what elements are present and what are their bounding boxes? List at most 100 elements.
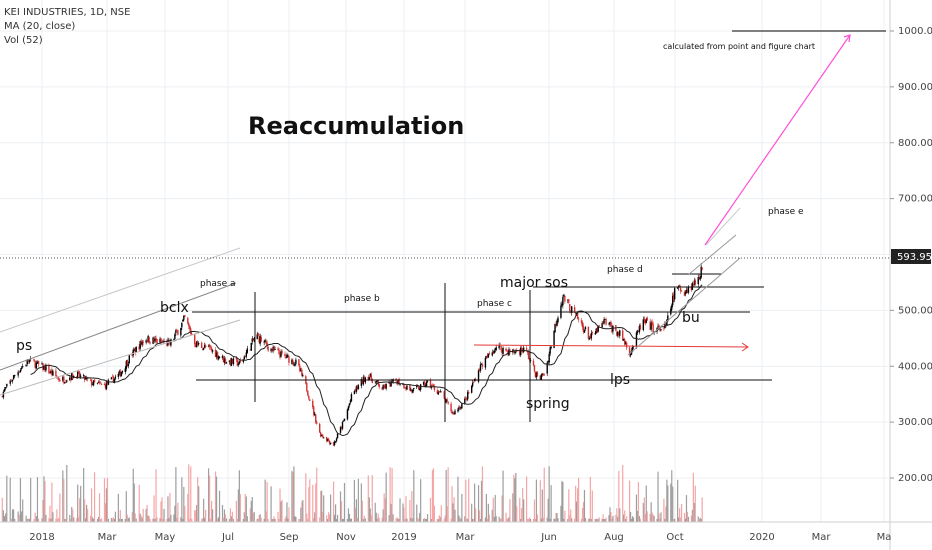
candle-body <box>550 346 552 349</box>
volume-bar <box>603 518 605 522</box>
volume-bar <box>521 508 523 522</box>
volume-bar <box>174 505 176 522</box>
volume-bar <box>426 514 429 522</box>
volume-bar <box>342 518 345 522</box>
volume-bar <box>340 501 343 522</box>
volume-bar <box>203 498 205 522</box>
volume-bar <box>37 518 40 522</box>
volume-bar <box>160 501 162 522</box>
candle-body <box>480 364 483 365</box>
candle-body <box>515 351 517 353</box>
candle-body <box>639 325 642 330</box>
volume-bar <box>555 512 557 522</box>
candle-body <box>598 325 600 327</box>
volume-bar <box>50 518 52 522</box>
volume-bar <box>291 470 293 522</box>
candle-body <box>481 364 484 367</box>
volume-bar <box>293 466 295 522</box>
candle-body <box>699 277 701 280</box>
candle-body <box>650 323 652 330</box>
volume-bar <box>523 499 525 522</box>
candle-body <box>138 346 140 350</box>
candle-body <box>698 277 700 279</box>
volume-bar <box>301 501 303 522</box>
candle-body <box>69 377 71 380</box>
volume-bar <box>125 491 127 522</box>
candle-body <box>232 358 235 365</box>
volume-bar <box>188 464 190 522</box>
volume-bar <box>42 500 44 522</box>
label-phase-e: phase e <box>768 207 804 217</box>
candle-body <box>194 334 196 345</box>
candle-body <box>426 380 429 382</box>
candle-body <box>14 375 16 376</box>
volume-bar <box>445 469 447 522</box>
candle-body <box>628 347 631 355</box>
volume-bar <box>404 518 406 522</box>
volume-bar <box>265 511 267 522</box>
candle-body <box>111 376 114 378</box>
volume-bar <box>646 511 648 522</box>
volume-bar <box>424 518 427 522</box>
volume-bar <box>48 518 50 522</box>
volume-bar <box>581 508 584 522</box>
volume-bar <box>543 467 545 522</box>
volume-bar <box>664 518 666 522</box>
volume-bar <box>166 518 168 522</box>
candle-body <box>308 395 310 399</box>
volume-bar <box>232 518 235 522</box>
candle-body <box>520 347 523 352</box>
x-tick-label: Mar <box>456 532 476 543</box>
candle-body <box>683 291 686 296</box>
candle-body <box>48 365 50 374</box>
candle-body <box>302 375 304 377</box>
candle-body <box>12 375 15 380</box>
candle-body <box>477 370 480 382</box>
candle-body <box>423 381 426 387</box>
candle-body <box>271 349 273 352</box>
legend-symbol[interactable]: KEI INDUSTRIES, 1D, NSE <box>4 7 131 18</box>
volume-bar <box>697 516 699 522</box>
candle-body <box>492 352 494 354</box>
candle-body <box>659 326 661 331</box>
volume-bar <box>353 480 356 522</box>
volume-bar <box>632 517 635 522</box>
label-major-sos: major sos <box>500 275 568 291</box>
candle-body <box>343 418 346 421</box>
candle-body <box>114 376 117 379</box>
candle-body <box>649 321 651 330</box>
volume-bar <box>526 518 529 522</box>
candle-body <box>51 369 53 375</box>
candle-body <box>2 391 5 398</box>
candle-body <box>622 330 624 341</box>
candle-body <box>410 389 412 391</box>
volume-bar <box>315 483 317 522</box>
candle-body <box>651 322 653 325</box>
volume-bar <box>198 486 200 522</box>
candle-body <box>112 376 115 383</box>
candle-body <box>321 434 324 437</box>
volume-bar <box>245 496 247 522</box>
label-phase-b: phase b <box>344 294 380 304</box>
candle-body <box>274 349 276 351</box>
candle-body <box>501 349 503 354</box>
x-tick-label: Aug <box>604 532 624 543</box>
candle-body <box>632 346 635 348</box>
volume-bar <box>574 518 576 522</box>
candle-body <box>183 315 185 320</box>
candle-body <box>617 332 619 336</box>
legend-vol[interactable]: Vol (52) <box>4 35 43 46</box>
volume-bar <box>615 514 617 522</box>
volume-bar <box>246 516 248 522</box>
volume-bar <box>533 499 536 522</box>
candle-body <box>367 376 369 380</box>
volume-bar <box>221 504 224 522</box>
volume-bar <box>326 515 328 522</box>
volume-bar <box>659 518 661 522</box>
volume-bar <box>402 503 404 522</box>
legend-ma[interactable]: MA (20, close) <box>4 21 76 32</box>
candle-body <box>230 358 233 366</box>
candle-body <box>555 323 557 325</box>
volume-bar <box>97 517 100 522</box>
